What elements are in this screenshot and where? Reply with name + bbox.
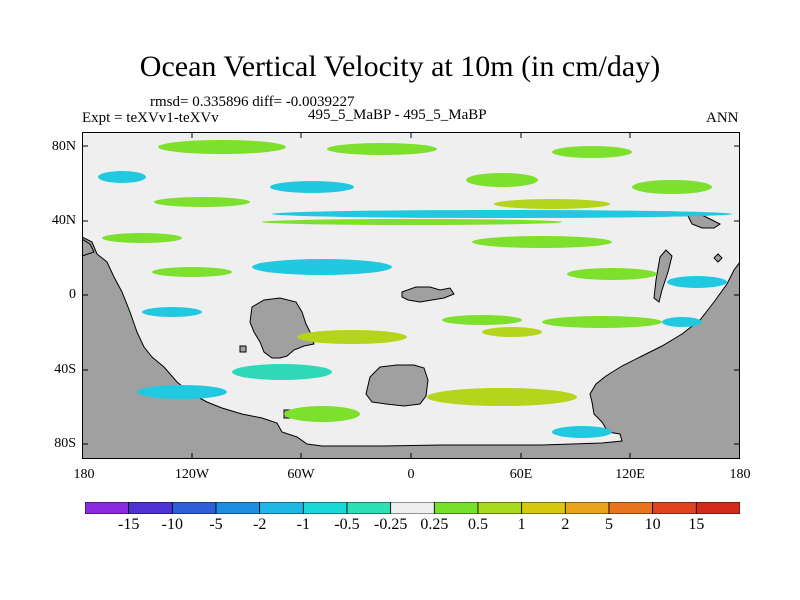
contour-blob (154, 197, 250, 207)
lon-label-0: 0 (407, 467, 415, 482)
lon-label-120e: 120E (615, 467, 645, 482)
land-layer (82, 213, 740, 459)
contour-blob (297, 330, 407, 344)
colorbar-tick-label: 0.5 (468, 516, 488, 533)
lon-label-60e: 60E (509, 467, 533, 482)
land-equatorial (401, 286, 455, 303)
colorbar-tick-label: 1 (517, 516, 526, 533)
contour-blob (102, 233, 182, 243)
colorbar-tick-label: 5 (605, 516, 613, 533)
colorbar-swatch (652, 502, 697, 514)
stats-text: rmsd= 0.335896 diff= -0.0039227 (150, 94, 355, 110)
colorbar-tick-label: 15 (688, 516, 705, 533)
lon-label-180e: 180 (729, 467, 751, 482)
colorbar-swatch (433, 502, 479, 514)
contour-blob (567, 268, 657, 280)
contour-blob (552, 426, 612, 438)
colorbar-swatch (521, 502, 566, 514)
contour-blob (552, 146, 632, 158)
land-small-east (713, 253, 723, 263)
colorbar-tick-label: 0.25 (420, 516, 449, 533)
contour-blob (327, 143, 437, 155)
expt-text: Expt = teXVv1-teXVv (82, 110, 219, 126)
colorbar-swatch (259, 502, 304, 514)
contour-blob (442, 315, 522, 325)
colorbar-tick-label: -15 (117, 516, 140, 533)
contour-blob (98, 171, 146, 183)
contour-blob (662, 317, 702, 327)
colorbar-swatch (477, 502, 523, 514)
lat-label-80n: 80N (51, 139, 76, 154)
case-text: 495_5_MaBP - 495_5_MaBP (308, 107, 487, 123)
lat-label-40n: 40N (51, 213, 76, 228)
contour-blob (284, 406, 360, 422)
lat-label-0: 0 (69, 287, 76, 302)
lon-label-120w: 120W (174, 467, 210, 482)
land-east-strip (653, 249, 673, 303)
contour-blob (137, 385, 227, 399)
contour-layer (98, 140, 732, 438)
contour-blob (272, 210, 732, 218)
contour-blob (142, 307, 202, 317)
land-west-edge (82, 238, 95, 257)
contour-blob (667, 276, 727, 288)
contour-blob (270, 181, 354, 193)
season-text: ANN (706, 110, 739, 126)
plot-title: Ocean Vertical Velocity at 10m (in cm/da… (139, 50, 661, 83)
colorbar-tick-label: -5 (209, 516, 223, 533)
contour-blob (232, 364, 332, 380)
lat-label-80s: 80S (54, 436, 76, 451)
colorbar-swatch (608, 502, 654, 514)
land-southern-continent (365, 364, 429, 407)
contour-blob (252, 259, 392, 275)
colorbar-swatch (128, 502, 173, 514)
land-west (82, 236, 740, 459)
contour-blob (472, 236, 612, 248)
contour-blob (482, 327, 542, 337)
map-panel (82, 132, 740, 459)
colorbar-swatch (215, 502, 261, 514)
contour-blob (466, 173, 538, 187)
colorbar-swatch (695, 502, 740, 514)
colorbar-tick-label: 2 (561, 516, 570, 533)
colorbar (85, 502, 740, 514)
land-island-a (239, 345, 247, 353)
colorbar-tick-label: -10 (161, 516, 183, 533)
colorbar-tick-label: -2 (252, 516, 267, 533)
colorbar-swatch (390, 502, 435, 514)
lat-label-40s: 40S (54, 362, 76, 377)
land-south-america (249, 297, 315, 359)
contour-blob (494, 199, 610, 209)
colorbar-tick-label: -0.5 (334, 516, 360, 533)
colorbar-swatch (346, 502, 392, 514)
colorbar-swatch (302, 502, 348, 514)
contour-blob (427, 388, 577, 406)
contour-blob (262, 219, 562, 225)
contour-blob (632, 180, 712, 194)
contour-blob (152, 267, 232, 277)
lon-label-60w: 60W (287, 467, 315, 482)
lon-label-180w: 180 (73, 467, 95, 482)
colorbar-tick-label: -0.25 (373, 516, 408, 533)
contour-blob (158, 140, 286, 154)
colorbar-tick-label: -1 (296, 516, 310, 533)
colorbar-tick-label: 10 (644, 516, 661, 533)
colorbar-swatch (171, 502, 217, 514)
colorbar-swatch (85, 502, 130, 514)
colorbar-swatch (564, 502, 610, 514)
contour-blob (542, 316, 662, 328)
map-frame (82, 132, 740, 459)
